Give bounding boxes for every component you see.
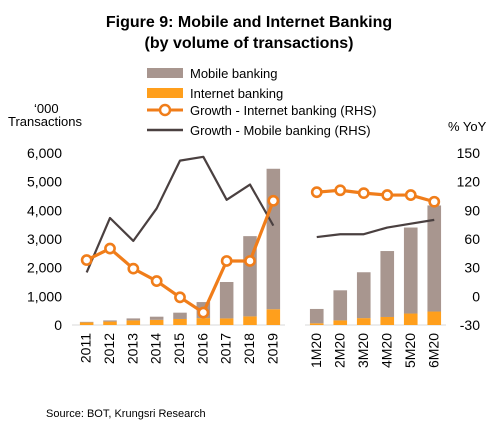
- bar-mobile-banking-2011: [79, 321, 94, 323]
- point-growth-internet-banking-2019: [267, 194, 280, 207]
- bar-mobile-banking-2M20: [333, 290, 348, 321]
- bar-internet-banking-2012: [103, 321, 117, 325]
- y-right-tick-label: 30: [464, 260, 480, 276]
- chart-subtitle: (by volume of transactions): [145, 35, 354, 52]
- bar-mobile-banking-2017: [219, 282, 234, 319]
- bar-internet-banking-2015: [173, 318, 187, 325]
- point-growth-internet-banking-5M20: [404, 189, 417, 201]
- legend: Mobile banking Internet banking Growth -…: [147, 66, 376, 138]
- bar-internet-banking-2017: [219, 318, 234, 325]
- bar-mobile-banking-3M20: [356, 272, 371, 319]
- y-right-tick-label: 90: [464, 202, 480, 218]
- bar-internet-banking-1M20: [309, 323, 324, 325]
- x-tick-label-2014: 2014: [148, 333, 164, 364]
- bar-mobile-banking-2013: [126, 318, 141, 321]
- bar-mobile-banking-2012: [103, 320, 117, 322]
- point-growth-internet-banking-2016: [197, 306, 210, 319]
- bar-internet-banking-2013: [126, 320, 141, 325]
- legend-label-growth-internet: Growth - Internet banking (RHS): [190, 103, 376, 118]
- y-right-tick-label: 0: [472, 288, 480, 304]
- bar-internet-banking-5M20: [403, 313, 418, 325]
- point-growth-internet-banking-2012: [104, 242, 116, 255]
- bar-mobile-banking-1M20: [309, 308, 324, 324]
- y-right-tick-label: 150: [457, 145, 481, 161]
- point-growth-internet-banking-1M20: [310, 186, 323, 199]
- point-growth-internet-banking-2018: [244, 255, 256, 267]
- point-growth-internet-banking-2013: [127, 262, 140, 275]
- legend-swatch-mobile-banking: [147, 68, 183, 78]
- growth-lines: [80, 155, 441, 319]
- x-tick-label-2015: 2015: [171, 333, 187, 364]
- bar-internet-banking-2011: [79, 322, 94, 325]
- y-left-tick-label: 5,000: [27, 174, 62, 190]
- legend-label-mobile-banking: Mobile banking: [190, 66, 277, 81]
- bar-internet-banking-4M20: [380, 316, 395, 325]
- bar-mobile-banking-2014: [149, 316, 164, 320]
- bar-internet-banking-2016: [196, 318, 211, 325]
- point-growth-internet-banking-2011: [80, 254, 93, 266]
- line-growth-internet-banking-monthly: [316, 188, 435, 204]
- y-right-tick-label: 60: [464, 231, 480, 247]
- tick-labels: 0 1,000 2,000 3,000 4,000 5,000 6,000 -30 0 30 60 9…: [27, 145, 480, 368]
- legend-swatch-internet-banking: [147, 88, 183, 98]
- bar-mobile-banking-6M20: [427, 205, 442, 312]
- point-growth-internet-banking-4M20: [381, 189, 394, 201]
- y-left-label-unit: ‘000: [34, 101, 59, 116]
- x-tick-label-2018: 2018: [241, 333, 257, 364]
- chart-title: Figure 9: Mobile and Internet Banking: [106, 14, 392, 31]
- y-left-tick-label: 3,000: [27, 231, 62, 247]
- y-right-tick-label: 120: [457, 174, 481, 190]
- bar-mobile-banking-5M20: [403, 227, 418, 314]
- bar-internet-banking-3M20: [356, 318, 371, 325]
- point-growth-internet-banking-2015: [174, 291, 186, 304]
- x-tick-label-2013: 2013: [124, 333, 140, 364]
- point-growth-internet-banking-2017: [220, 255, 233, 267]
- bar-internet-banking-2018: [243, 316, 257, 325]
- bar-internet-banking-2M20: [333, 320, 348, 325]
- x-tick-label-3M20: 3M20: [355, 333, 371, 368]
- bar-internet-banking-2019: [266, 309, 281, 325]
- point-growth-internet-banking-2M20: [334, 184, 347, 197]
- y-right-tick-label: -30: [460, 317, 480, 333]
- point-growth-internet-banking-3M20: [357, 187, 370, 200]
- bar-mobile-banking-2019: [266, 168, 281, 310]
- bar-mobile-banking-2015: [173, 312, 187, 319]
- bar-mobile-banking-4M20: [380, 251, 395, 317]
- x-tick-label-2011: 2011: [78, 333, 94, 363]
- y-left-label-transactions: Transactions: [8, 114, 82, 129]
- x-tick-label-2016: 2016: [194, 333, 210, 364]
- line-growth-mobile-banking-annual: [85, 155, 275, 273]
- legend-marker-growth-internet: [158, 103, 172, 117]
- point-growth-internet-banking-6M20: [428, 195, 441, 208]
- y-left-tick-label: 2,000: [27, 260, 62, 276]
- x-tick-label-2M20: 2M20: [331, 333, 347, 368]
- x-tick-label-2019: 2019: [264, 333, 280, 364]
- x-tick-label-1M20: 1M20: [308, 333, 324, 368]
- x-tick-label-2012: 2012: [101, 333, 117, 364]
- point-growth-internet-banking-2014: [150, 275, 163, 287]
- y-left-tick-label: 6,000: [27, 145, 62, 161]
- line-growth-mobile-banking-monthly: [316, 218, 435, 239]
- y-left-tick-label: 1,000: [27, 288, 62, 304]
- y-left-tick-label: 0: [54, 317, 62, 333]
- x-tick-label-6M20: 6M20: [425, 333, 441, 368]
- y-right-label: % YoY: [448, 119, 487, 134]
- x-tick-label-4M20: 4M20: [378, 333, 394, 368]
- y-left-tick-label: 4,000: [27, 202, 62, 218]
- bar-internet-banking-6M20: [427, 311, 442, 325]
- x-tick-label-5M20: 5M20: [402, 333, 418, 368]
- legend-label-internet-banking: Internet banking: [190, 86, 283, 101]
- source-note: Source: BOT, Krungsri Research: [46, 408, 206, 420]
- bar-internet-banking-2014: [149, 319, 164, 325]
- x-tick-label-2017: 2017: [218, 333, 234, 364]
- legend-label-growth-mobile: Growth - Mobile banking (RHS): [190, 123, 371, 138]
